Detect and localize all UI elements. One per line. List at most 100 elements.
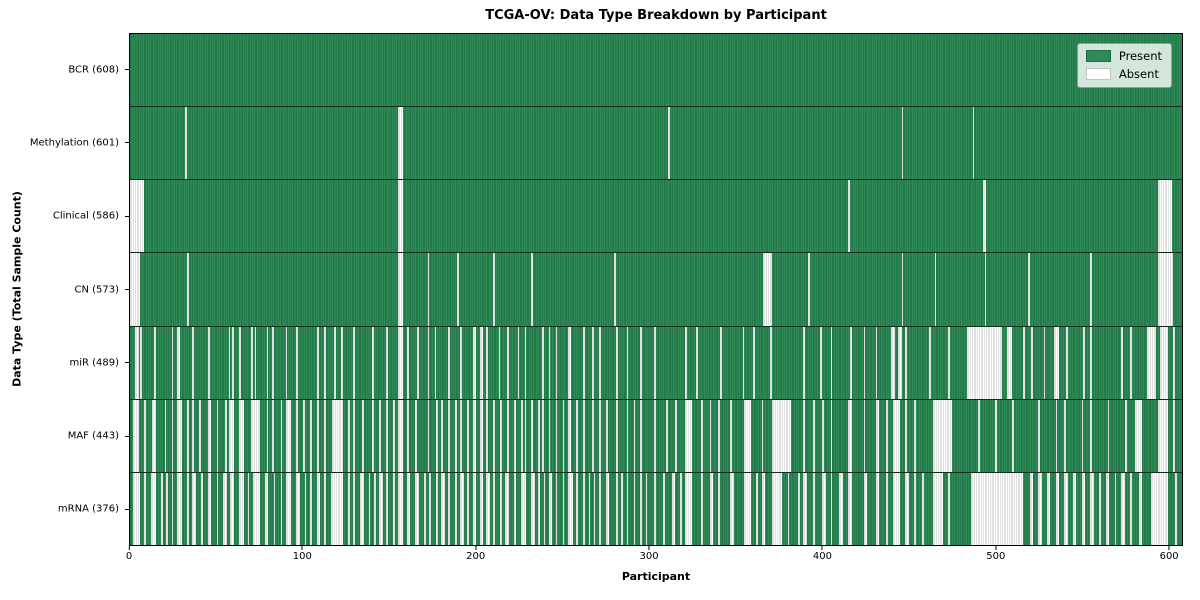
absent-stripe	[1090, 326, 1092, 399]
heatmap-rows	[130, 34, 1182, 545]
y-tick-mark	[125, 289, 129, 290]
absent-stripe	[567, 472, 573, 545]
absent-stripe	[460, 472, 464, 545]
absent-stripe	[977, 399, 980, 472]
absent-stripe	[334, 326, 336, 399]
absent-stripe	[360, 472, 364, 545]
absent-stripe	[922, 472, 925, 545]
y-tick-mark	[125, 508, 129, 510]
absent-stripe	[1064, 399, 1067, 472]
absent-stripe	[744, 472, 752, 545]
absent-stripe	[152, 399, 156, 472]
absent-stripe	[576, 472, 579, 545]
absent-stripe	[135, 326, 139, 399]
absent-stripe	[1064, 472, 1068, 545]
absent-stripe	[633, 399, 636, 472]
absent-stripe	[932, 472, 944, 545]
absent-stripe	[1130, 326, 1132, 399]
absent-stripe	[479, 399, 483, 472]
absent-stripe	[905, 472, 909, 545]
absent-stripe	[929, 326, 932, 399]
absent-stripe	[598, 326, 601, 399]
absent-stripe	[645, 472, 648, 545]
legend-label-present: Present	[1118, 49, 1162, 63]
absent-stripe	[730, 472, 734, 545]
absent-stripe	[744, 399, 752, 472]
absent-stripe	[621, 472, 624, 545]
absent-stripe	[934, 253, 937, 326]
absent-stripe	[524, 326, 527, 399]
absent-stripe	[386, 399, 388, 472]
absent-stripe	[266, 326, 269, 399]
absent-stripe	[457, 253, 459, 326]
absent-stripe	[1055, 472, 1060, 545]
absent-stripe	[1105, 472, 1110, 545]
absent-stripe	[303, 399, 305, 472]
x-tick-mark	[1168, 546, 1170, 550]
absent-stripe	[1157, 399, 1169, 472]
absent-stripe	[441, 472, 445, 545]
absent-stripe	[1124, 399, 1127, 472]
absent-stripe	[1135, 399, 1143, 472]
x-tick-400: 400	[813, 546, 832, 562]
absent-stripe	[187, 253, 189, 326]
absent-stripe	[225, 399, 227, 472]
absent-stripe	[972, 107, 975, 180]
absent-stripe	[1173, 399, 1176, 472]
absent-stripe	[373, 472, 376, 545]
absent-stripe	[583, 399, 586, 472]
absent-stripe	[803, 326, 805, 399]
heatmap-row-bcr	[130, 34, 1182, 108]
absent-stripe	[626, 472, 629, 545]
absent-stripe	[1114, 472, 1117, 545]
absent-stripe	[1107, 399, 1110, 472]
absent-stripe	[251, 399, 260, 472]
absent-stripe	[1072, 472, 1077, 545]
absent-stripe	[633, 472, 636, 545]
absent-stripe	[130, 180, 144, 253]
absent-stripe	[1147, 326, 1157, 399]
absent-stripe	[417, 326, 419, 399]
heatmap-row-maf	[130, 399, 1182, 473]
absent-stripe	[901, 107, 904, 180]
absent-stripe	[247, 472, 250, 545]
absent-stripe	[555, 399, 558, 472]
absent-stripe	[398, 107, 404, 180]
x-axis-label: Participant	[621, 570, 691, 583]
y-tick-mark	[125, 362, 129, 364]
x-tick-value: 600	[1159, 551, 1179, 562]
absent-stripe	[467, 472, 470, 545]
absent-stripe	[264, 472, 269, 545]
absent-stripe	[685, 399, 693, 472]
absent-stripe	[695, 326, 698, 399]
absent-stripe	[813, 399, 816, 472]
absent-stripe	[576, 399, 579, 472]
absent-stripe	[436, 399, 438, 472]
absent-stripe	[548, 472, 553, 545]
absent-stripe	[709, 472, 714, 545]
absent-stripe	[280, 472, 283, 545]
absent-stripe	[562, 472, 565, 545]
absent-stripe	[1031, 326, 1034, 399]
absent-stripe	[398, 399, 404, 472]
absent-stripe	[296, 399, 298, 472]
absent-stripe	[521, 472, 527, 545]
absent-stripe	[718, 399, 720, 472]
absent-stripe	[822, 472, 826, 545]
legend-item-absent: Absent	[1085, 67, 1162, 81]
absent-stripe	[614, 253, 617, 326]
absent-stripe	[548, 326, 551, 399]
absent-stripe	[886, 472, 888, 545]
absent-stripe	[455, 472, 457, 545]
y-tick-mark	[125, 142, 129, 144]
absent-stripe	[1090, 472, 1094, 545]
absent-stripe	[368, 472, 371, 545]
x-tick-mark	[648, 546, 650, 550]
absent-stripe	[271, 399, 274, 472]
absent-stripe	[671, 472, 676, 545]
absent-stripe	[185, 107, 188, 180]
legend: Present Absent	[1076, 43, 1172, 88]
absent-stripe	[541, 399, 544, 472]
absent-stripe	[803, 472, 807, 545]
absent-stripe	[398, 472, 404, 545]
